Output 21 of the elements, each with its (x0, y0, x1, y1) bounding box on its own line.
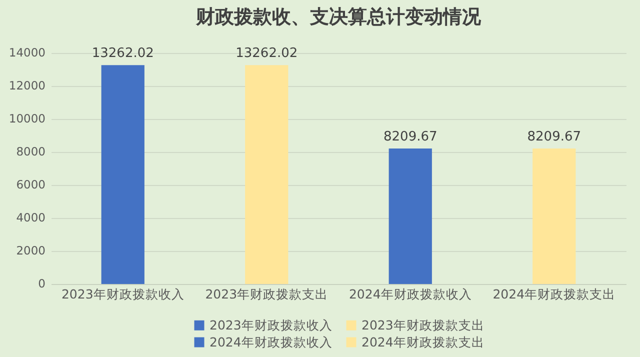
legend-label: 2024年财政拨款支出 (362, 334, 484, 350)
x-tick-label: 2024年财政拨款支出 (492, 286, 616, 302)
y-tick-label: 4000 (16, 210, 46, 224)
y-tick-label: 8000 (16, 144, 46, 158)
legend-label: 2023年财政拨款收入 (210, 317, 332, 332)
y-tick-label: 12000 (8, 78, 46, 92)
y-tick-label: 2000 (16, 244, 46, 258)
data-label: 13262.02 (236, 46, 298, 62)
y-tick-label: 0 (38, 276, 46, 290)
x-tick-label: 2023年财政拨款支出 (205, 286, 328, 302)
chart-title: 财政拨款收、支决算总计变动情况 (195, 6, 482, 28)
x-tick-label: 2024年财政拨款收入 (348, 286, 472, 302)
y-tick-label: 14000 (8, 46, 46, 60)
y-tick-label: 10000 (8, 112, 46, 126)
data-label: 8209.67 (383, 130, 438, 145)
x-tick-label: 2023年财政拨款收入 (61, 286, 184, 302)
legend-label: 2024年财政拨款收入 (210, 334, 332, 350)
legend-label: 2023年财政拨款支出 (362, 317, 484, 332)
data-label: 8209.67 (527, 130, 582, 145)
data-label: 13262.02 (92, 46, 154, 62)
y-tick-label: 6000 (16, 178, 46, 192)
